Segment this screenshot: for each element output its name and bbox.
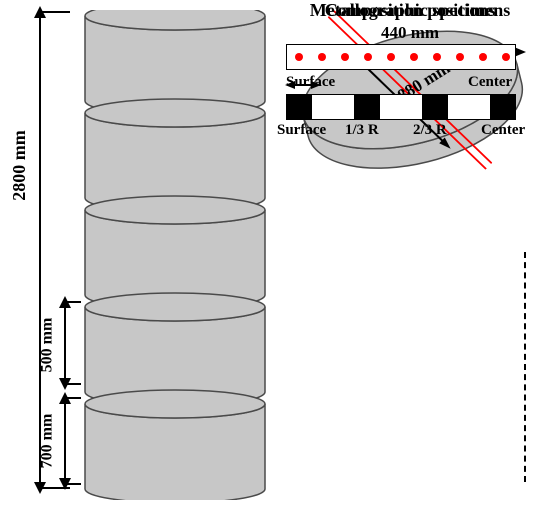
specimen-black-seg — [354, 94, 380, 120]
total-height-label: 2800 mm — [9, 130, 30, 201]
specimen-pos-label: 2/3 R — [413, 122, 447, 139]
composition-dot — [456, 53, 464, 61]
composition-left-label: Surface — [286, 74, 335, 91]
specimen-white-seg — [312, 94, 354, 120]
specimen-black-seg — [422, 94, 448, 120]
composition-dot — [479, 53, 487, 61]
cylinder-stack — [75, 10, 275, 505]
specimen-pos-label: 1/3 R — [345, 122, 379, 139]
composition-dot — [433, 53, 441, 61]
segment-height-label: 500 mm — [38, 318, 56, 373]
composition-dot — [364, 53, 372, 61]
composition-dot — [295, 53, 303, 61]
specimen-pos-label: Surface — [277, 122, 326, 139]
bottom-height-label: 700 mm — [38, 414, 56, 469]
specimen-black-seg — [286, 94, 312, 120]
specimen-white-seg — [448, 94, 490, 120]
composition-right-label: Center — [468, 74, 512, 91]
composition-dot — [318, 53, 326, 61]
composition-title: Composition positions — [280, 0, 540, 21]
composition-section: Composition positions Surface Center — [280, 0, 540, 21]
composition-bar — [286, 44, 516, 70]
composition-dot — [410, 53, 418, 61]
composition-dot — [341, 53, 349, 61]
specimen-white-seg — [380, 94, 422, 120]
specimen-pos-label: Center — [481, 122, 525, 139]
center-dash-line — [524, 252, 526, 482]
metallographic-width-label: 440 mm — [280, 23, 540, 43]
specimen-black-seg — [490, 94, 516, 120]
specimen-bar — [286, 94, 516, 120]
right-column: 880 mm Metallographic specimens 440 mm 3… — [280, 0, 547, 502]
composition-dot — [502, 53, 510, 61]
left-column: 2800 mm 500 mm 700 mm — [0, 0, 280, 502]
composition-dot — [387, 53, 395, 61]
